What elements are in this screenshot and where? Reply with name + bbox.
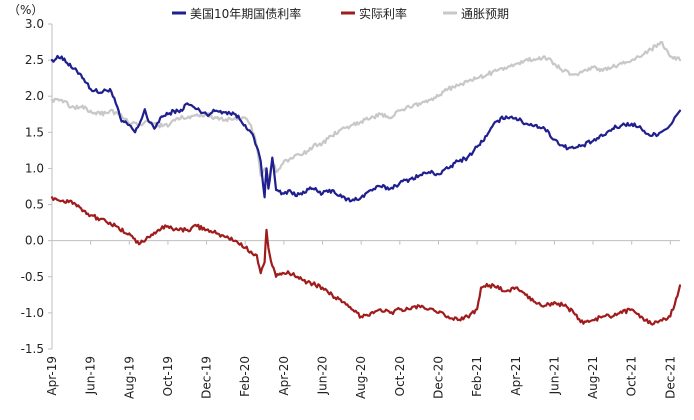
y-tick-label: 2.0 [25, 89, 44, 103]
legend-label-treasury-10y: 美国10年期国债利率 [190, 6, 301, 21]
y-tick-label: 3.0 [25, 17, 44, 31]
x-tick-label: Oct-19 [161, 356, 175, 396]
x-tick-label: Apr-19 [45, 356, 59, 396]
y-tick-label: -1.0 [21, 306, 44, 320]
y-tick-label: 1.0 [25, 161, 44, 175]
x-tick-label: Apr-20 [277, 356, 291, 396]
x-axis-ticks: Apr-19 Jun-19 Aug-19 Oct-19 Dec-19 Feb-20 Apr-… [45, 240, 677, 399]
x-tick-label: Jun-20 [316, 356, 330, 395]
series-line-real-rate [50, 196, 682, 326]
series-layer [50, 41, 682, 326]
x-tick-label: Aug-19 [122, 356, 136, 399]
legend-label-inflation-expectation: 通胀预期 [461, 7, 509, 21]
legend-label-real-rate: 实际利率 [359, 6, 407, 21]
x-tick-label: Apr-21 [509, 356, 523, 396]
y-tick-label: -1.5 [21, 342, 44, 356]
y-tick-label: -0.5 [21, 270, 44, 284]
x-tick-label: Oct-21 [625, 356, 639, 396]
series-line-treasury-10y [50, 54, 682, 203]
x-tick-label: Dec-21 [663, 356, 677, 399]
x-tick-label: Aug-21 [586, 356, 600, 399]
x-tick-label: Aug-20 [354, 356, 368, 399]
y-axis-ticks: 3.0 2.5 2.0 1.5 1.0 0.5 0.0 -0.5 -1.0 -1.5 [21, 17, 52, 356]
x-tick-label: Jun-19 [84, 356, 98, 395]
x-tick-label: Feb-20 [238, 356, 252, 397]
legend: 美国10年期国债利率 实际利率 通胀预期 [172, 6, 509, 21]
y-tick-label: 1.5 [25, 125, 44, 139]
y-tick-label: 2.5 [25, 53, 44, 67]
x-tick-label: Jun-21 [547, 356, 561, 395]
y-unit-label: （%） [8, 3, 43, 17]
x-tick-label: Feb-21 [470, 356, 484, 397]
x-tick-label: Dec-19 [200, 356, 214, 399]
x-tick-label: Oct-20 [393, 356, 407, 396]
y-tick-label: 0.5 [25, 198, 44, 212]
x-tick-label: Dec-20 [431, 356, 445, 399]
y-tick-label: 0.0 [25, 234, 44, 248]
